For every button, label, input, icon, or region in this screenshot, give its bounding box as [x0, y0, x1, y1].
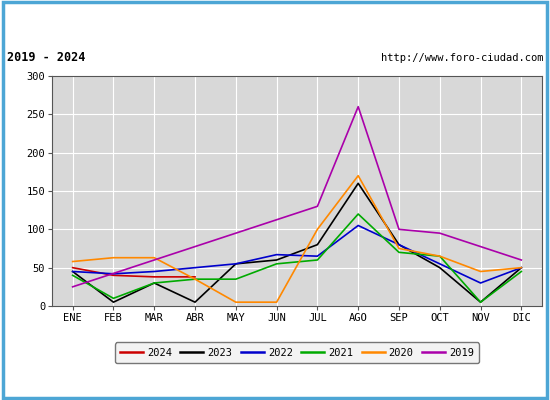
Text: 2019 - 2024: 2019 - 2024	[7, 51, 85, 64]
Text: http://www.foro-ciudad.com: http://www.foro-ciudad.com	[381, 53, 543, 63]
Text: Evolucion Nº Turistas Extranjeros en el municipio de Parada de Sil: Evolucion Nº Turistas Extranjeros en el …	[11, 15, 539, 28]
Legend: 2024, 2023, 2022, 2021, 2020, 2019: 2024, 2023, 2022, 2021, 2020, 2019	[115, 342, 479, 363]
